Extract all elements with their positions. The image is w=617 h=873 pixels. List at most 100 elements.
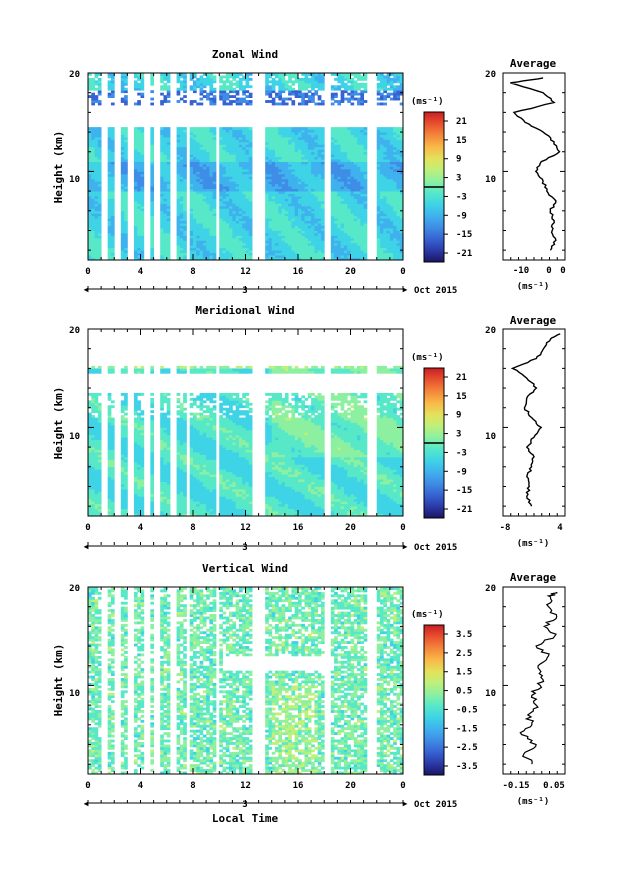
heatmap-cell [380,230,384,234]
heatmap-cell [298,257,302,261]
heatmap-cell [222,247,227,251]
heatmap-cell [97,134,102,138]
heatmap-cell [340,242,345,246]
heatmap-cell [376,159,381,162]
heatmap-cell [357,193,361,197]
heatmap-cell [124,156,128,160]
heatmap-cell [350,166,355,170]
heatmap-cell [314,80,319,84]
heatmap-cell [225,173,230,177]
heatmap-cell [199,166,204,170]
heatmap-cell [350,215,355,219]
heatmap-cell [304,95,309,98]
heatmap-cell [291,141,296,145]
heatmap-cell [278,247,282,251]
heatmap-cell [386,205,391,209]
heatmap-cell [110,247,115,251]
heatmap-cell [340,203,345,207]
heatmap-cell [196,188,200,192]
heatmap-cell [360,171,365,175]
heatmap-cell [225,242,230,246]
heatmap-cell [248,144,253,148]
heatmap-cell [248,223,253,226]
heatmap-cell [209,102,214,106]
heatmap-cell [163,250,168,254]
heatmap-cell [124,230,128,234]
heatmap-cell [320,200,325,204]
heatmap-cell [183,183,187,187]
heatmap-cell [232,205,237,209]
heatmap-cell [304,168,309,172]
heatmap-cell [265,245,269,249]
heatmap-cell [389,188,394,192]
heatmap-cell [222,139,227,143]
heatmap-cell [393,210,397,214]
heatmap-cell [347,139,351,143]
heatmap-cell [212,97,217,101]
heatmap-cell [235,132,240,135]
heatmap-cell [301,127,305,130]
heatmap-cell [199,178,204,182]
heatmap-cell [301,166,305,170]
heatmap-cell [340,173,345,177]
heatmap-cell [166,159,171,162]
heatmap-cell [337,132,342,135]
heatmap-cell [376,186,381,190]
heatmap-cell [94,240,99,244]
heatmap-cell [97,250,102,254]
heatmap-cell [307,230,312,234]
heatmap-cell [163,151,168,155]
heatmap-cell [91,220,95,224]
heatmap-cell [320,168,325,172]
heatmap-cell [183,250,187,254]
heatmap-cell [278,191,282,194]
heatmap-cell [88,237,92,241]
heatmap-cell [206,191,210,194]
heatmap-cell [265,255,269,258]
heatmap-cell [183,237,187,241]
heatmap-cell [311,228,315,231]
heatmap-cell [350,87,355,91]
heatmap-cell [399,144,404,148]
heatmap-cell [311,208,315,212]
heatmap-cell [94,149,99,153]
heatmap-cell [193,178,197,182]
heatmap-cell [179,218,184,222]
heatmap-cell [350,237,355,241]
heatmap-cell [314,161,319,165]
heatmap-cell [294,205,299,209]
heatmap-cell [311,134,315,138]
heatmap-cell [189,136,194,140]
heatmap-cell [193,215,197,219]
heatmap-cell [176,146,181,150]
heatmap-cell [360,245,365,249]
heatmap-cell [268,127,273,130]
heatmap-cell [88,417,92,421]
heatmap-cell [347,237,351,241]
heatmap-cell [120,228,125,231]
average-profile-line [510,77,561,251]
heatmap-cell [393,134,397,138]
heatmap-cell [183,240,187,244]
heatmap-cell [294,183,299,187]
heatmap-cell [393,87,397,91]
heatmap-cell [288,168,292,172]
heatmap-cell [160,178,164,182]
heatmap-cell [248,176,253,180]
heatmap-cell [248,92,253,96]
heatmap-cell [399,255,404,258]
heatmap-cell [284,191,289,194]
heatmap-cell [179,228,184,231]
heatmap-cell [193,73,197,76]
heatmap-cell [271,257,276,261]
heatmap-cell [275,240,279,244]
heatmap-cell [294,196,299,199]
heatmap-cell [199,75,204,79]
heatmap-cell [307,245,312,249]
heatmap-cell [107,166,112,170]
heatmap-cell [91,476,95,480]
heatmap-cell [304,92,309,96]
heatmap-cell [88,230,92,234]
heatmap-cell [271,161,276,165]
heatmap-cell [150,166,155,170]
